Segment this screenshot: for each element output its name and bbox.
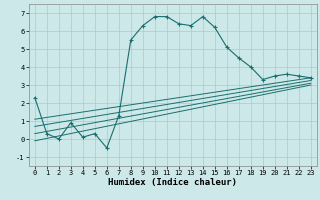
X-axis label: Humidex (Indice chaleur): Humidex (Indice chaleur) <box>108 178 237 187</box>
